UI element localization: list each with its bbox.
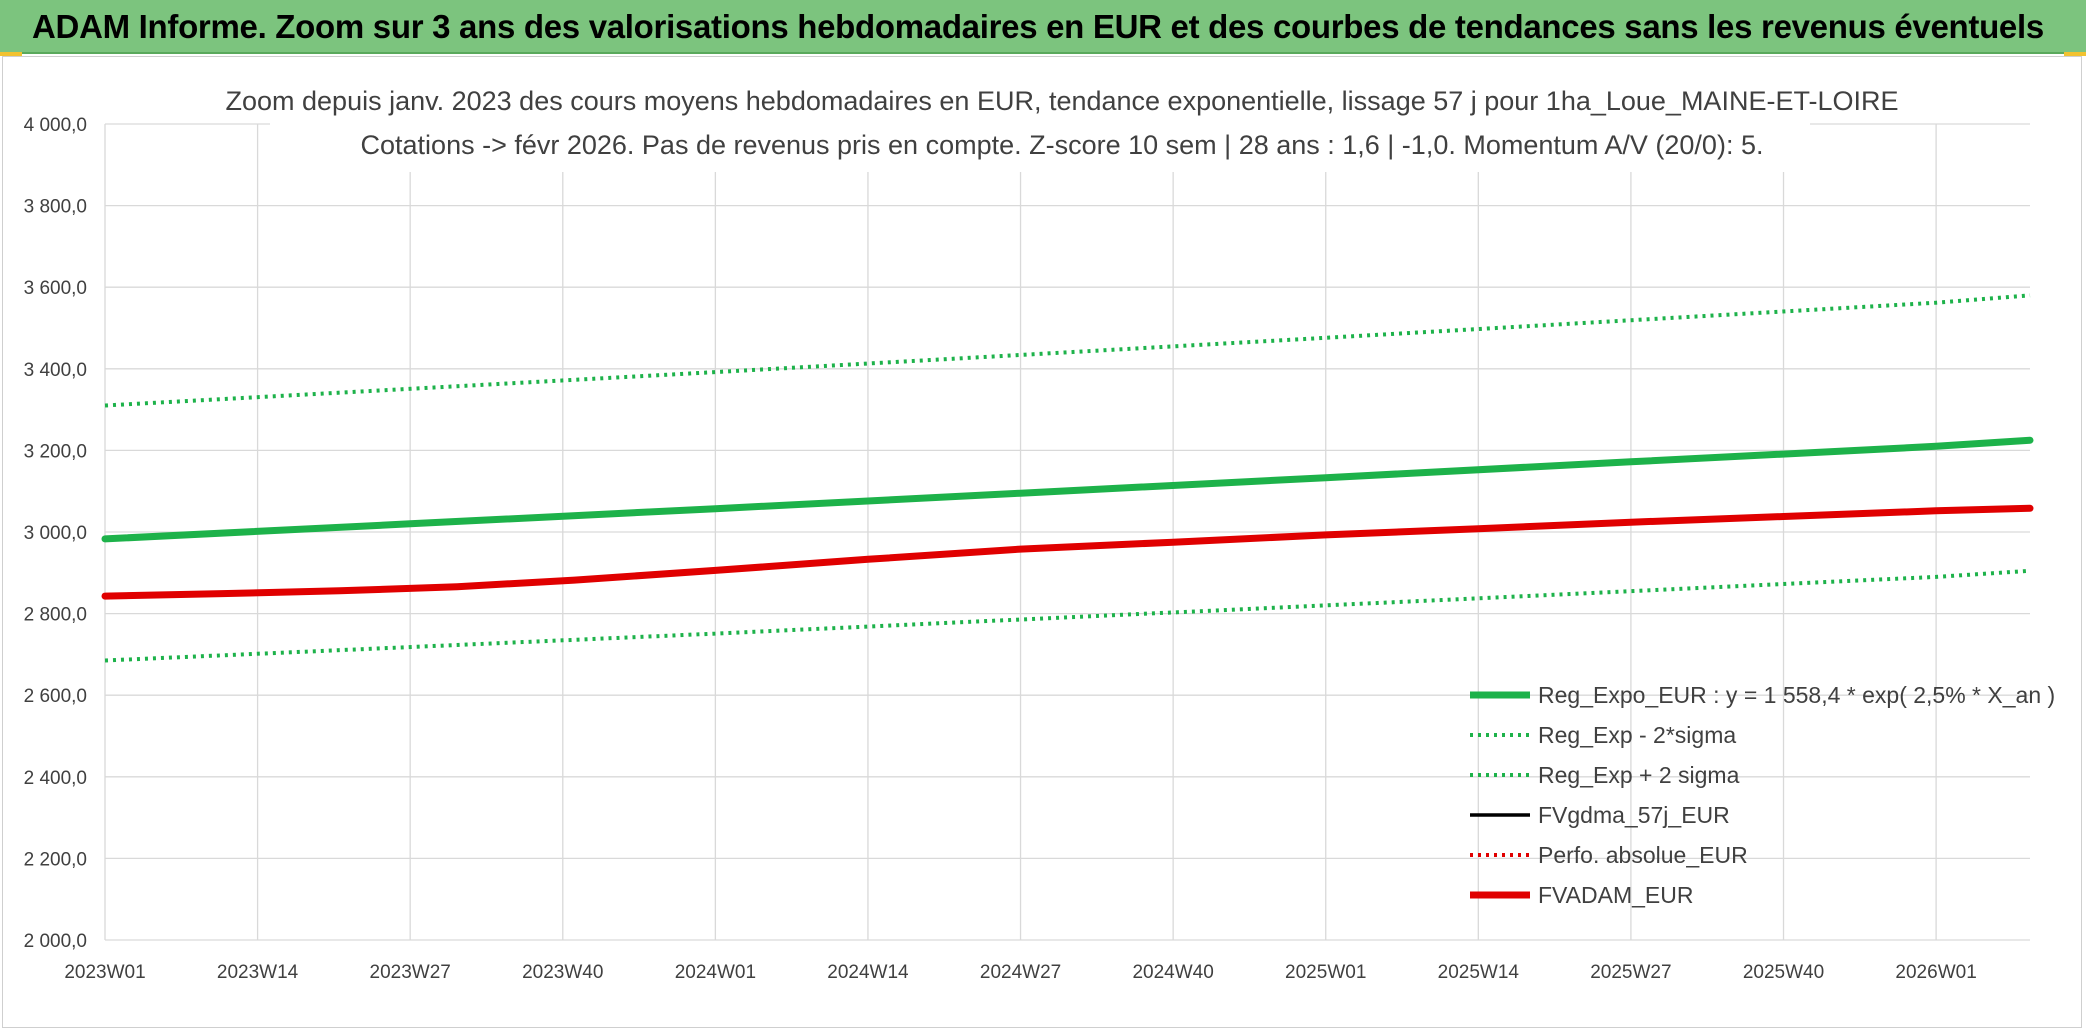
chart-gridlines (104, 123, 2030, 941)
x-tick-label: 2023W40 (522, 962, 603, 983)
x-tick-label: 2024W14 (827, 962, 909, 983)
x-tick-label: 2023W14 (217, 962, 299, 983)
chart-subtitle: Cotations -> févr 2026. Pas de revenus p… (361, 130, 1764, 160)
legend-label: Reg_Expo_EUR : y = 1 558,4 * exp( 2,5% *… (1538, 682, 2055, 708)
x-tick-label: 2024W01 (675, 962, 756, 983)
y-tick-label: 3 600,0 (24, 278, 87, 299)
x-tick-label: 2023W27 (370, 962, 451, 983)
chart-series (101, 293, 2034, 663)
y-tick-label: 3 400,0 (24, 360, 87, 381)
x-tick-label: 2025W14 (1438, 962, 1520, 983)
x-tick-label: 2024W40 (1132, 962, 1213, 983)
banner-corner-right (2064, 52, 2086, 56)
report-title: ADAM Informe. Zoom sur 3 ans des valoris… (32, 8, 2044, 45)
x-tick-label: 2025W40 (1743, 962, 1824, 983)
report-banner: ADAM Informe. Zoom sur 3 ans des valoris… (0, 0, 2086, 54)
banner-corner-left (0, 52, 22, 56)
y-tick-label: 2 800,0 (24, 605, 87, 626)
y-tick-label: 3 000,0 (24, 523, 87, 544)
series-line (101, 504, 2034, 600)
legend-label: FVgdma_57j_EUR (1538, 802, 1730, 828)
title-background (270, 80, 1810, 172)
series-line (104, 568, 2031, 663)
y-tick-label: 3 200,0 (24, 441, 87, 462)
x-axis-ticks: 2023W01 2023W14 2023W27 2023W40 2024W01 2024W… (64, 962, 1976, 983)
chart-legend: Reg_Expo_EUR : y = 1 558,4 * exp( 2,5% *… (1470, 682, 2055, 908)
legend-label: Perfo. absolue_EUR (1538, 842, 1748, 868)
x-tick-label: 2025W01 (1285, 962, 1366, 983)
y-tick-label: 3 800,0 (24, 197, 87, 218)
y-axis-ticks: 2 000,0 2 200,0 2 400,0 2 600,0 2 800,0 3 000… (24, 115, 87, 952)
y-tick-label: 2 200,0 (24, 849, 87, 870)
chart-title: Zoom depuis janv. 2023 des cours moyens … (226, 86, 1899, 116)
x-tick-label: 2025W27 (1590, 962, 1671, 983)
legend-label: Reg_Exp + 2 sigma (1538, 762, 1740, 788)
legend-label: Reg_Exp - 2*sigma (1538, 722, 1736, 748)
x-tick-label: 2026W01 (1895, 962, 1976, 983)
y-tick-label: 2 400,0 (24, 768, 87, 789)
series-line (101, 436, 2034, 543)
y-tick-label: 4 000,0 (24, 115, 87, 136)
x-tick-label: 2024W27 (980, 962, 1061, 983)
y-tick-label: 2 000,0 (24, 931, 87, 952)
series-line (104, 293, 2031, 408)
y-tick-label: 2 600,0 (24, 686, 87, 707)
x-tick-label: 2023W01 (64, 962, 145, 983)
legend-label: FVADAM_EUR (1538, 882, 1694, 908)
chart-frame (2, 56, 2082, 1028)
